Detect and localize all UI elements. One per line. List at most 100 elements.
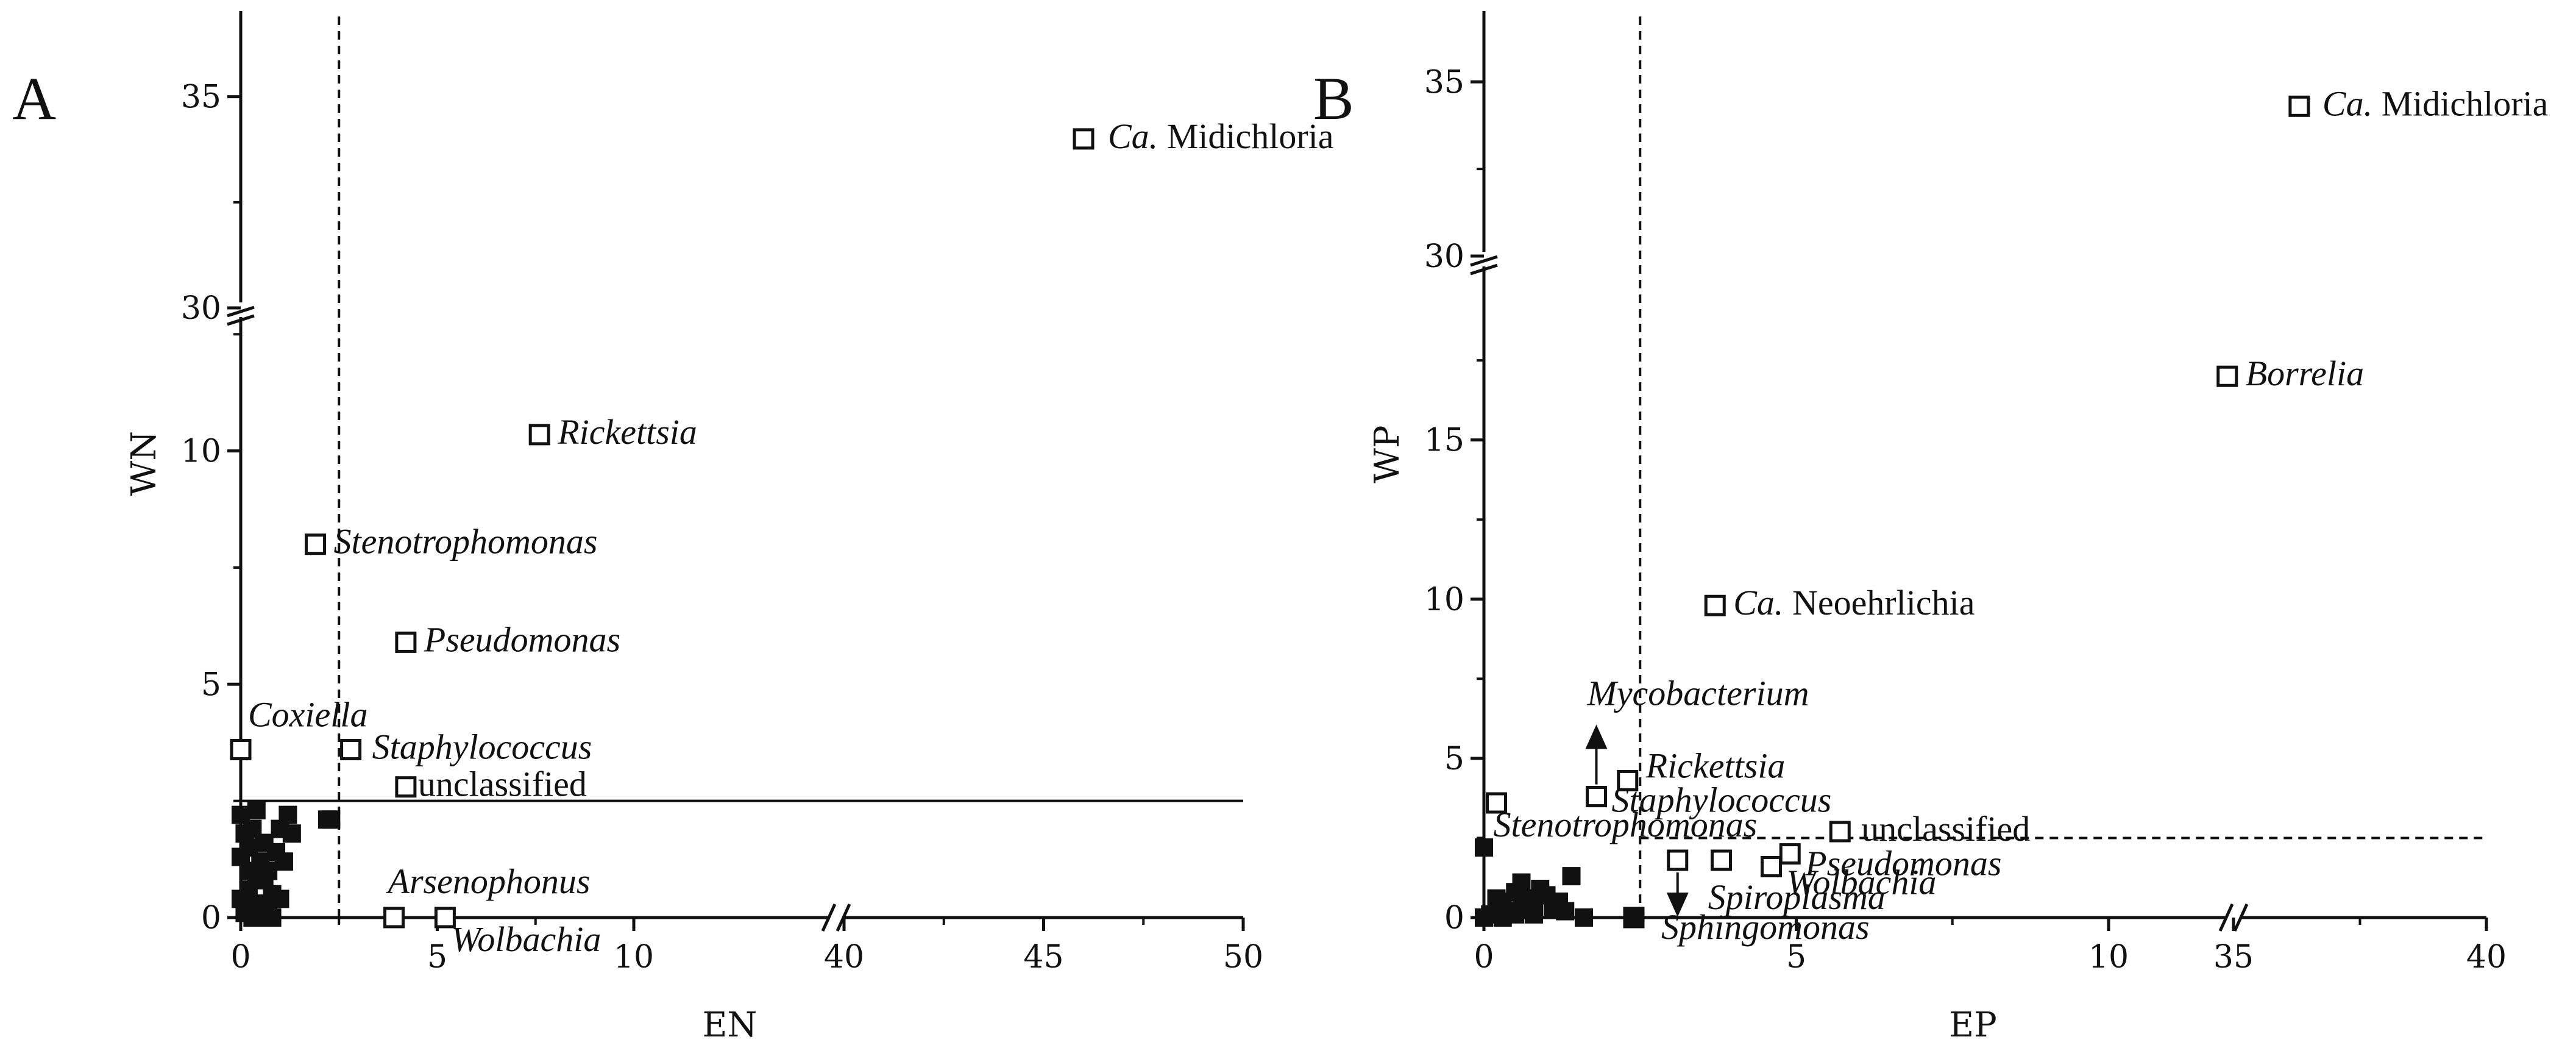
y-tick-label: 5 xyxy=(1444,741,1464,777)
x-tick-label: 40 xyxy=(2466,939,2507,975)
x-tick-label: 45 xyxy=(1023,939,1063,975)
label-coxiella: Coxiella xyxy=(248,694,368,734)
y-axis-break xyxy=(1470,255,1498,276)
label-spiroplasma: Spiroplasma xyxy=(1708,877,1886,917)
point-filled xyxy=(1475,838,1493,857)
y-axis-title: WN xyxy=(124,431,164,496)
label-wolbachia: Wolbachia xyxy=(451,919,601,959)
panel-letter: A xyxy=(12,65,56,132)
point-ca-midichloria xyxy=(2288,95,2310,117)
point-stenotrophomonas xyxy=(305,533,327,555)
point-filled xyxy=(1487,889,1506,908)
arrow-down-icon xyxy=(1666,893,1689,917)
point-unclassified xyxy=(1829,821,1851,843)
point-unclassified xyxy=(395,776,417,798)
arrow-up-icon xyxy=(1585,724,1608,749)
label-pseudomonas: Pseudomonas xyxy=(1804,844,2001,883)
point-filled xyxy=(232,847,250,866)
y-tick-label: 0 xyxy=(201,900,221,936)
y-tick-label: 10 xyxy=(181,433,221,470)
label-rest: Neoehrlichia xyxy=(1783,583,1975,622)
label-prefix: Ca. xyxy=(2322,84,2372,123)
point-sphingomonas xyxy=(1623,907,1645,929)
point-borrelia xyxy=(2216,365,2238,387)
y-tick-label: 30 xyxy=(1424,238,1464,275)
point-wolbachia xyxy=(1761,855,1782,877)
label-ca-midichloria: Ca. Midichloria xyxy=(2322,84,2549,123)
point-filled xyxy=(1525,905,1543,924)
panel-letter: B xyxy=(1313,65,1354,132)
x-tick-label: 50 xyxy=(1223,939,1263,975)
y-axis-break xyxy=(227,305,255,326)
label-rest: Midichloria xyxy=(1158,116,1333,156)
point-wolbachia xyxy=(434,907,456,929)
point-filled xyxy=(274,852,293,871)
panel-b: B 0 5 10 15 30 35 0 5 10 35 40 EP WP Ca. Midichloria Bo… xyxy=(1313,11,2548,1045)
y-tick-label: 5 xyxy=(201,666,221,703)
label-prefix: Ca. xyxy=(1108,116,1158,156)
label-stenotrophomonas: Stenotrophomonas xyxy=(334,522,598,562)
label-unclassified: unclassified xyxy=(418,765,587,804)
point-filled xyxy=(243,908,262,927)
point-filled xyxy=(1512,873,1531,892)
y-tick-label: 0 xyxy=(1444,900,1464,936)
point-filled xyxy=(282,824,301,843)
point-filled xyxy=(247,800,266,819)
x-tick-label: 10 xyxy=(2088,939,2129,975)
x-tick-label: 0 xyxy=(230,939,250,975)
point-filled xyxy=(232,890,250,908)
point-rickettsia xyxy=(528,424,550,446)
point-filled xyxy=(322,810,341,829)
label-rickettsia: Rickettsia xyxy=(1645,746,1786,785)
point-spiroplasma xyxy=(1667,849,1689,871)
label-mycobacterium: Mycobacterium xyxy=(1587,674,1809,713)
x-tick-label: 5 xyxy=(1786,939,1806,975)
label-prefix: Ca. xyxy=(1733,583,1783,622)
y-tick-label: 10 xyxy=(1424,582,1464,618)
label-staphylococcus: Staphylococcus xyxy=(1612,780,1832,820)
x-tick-label: 5 xyxy=(427,939,447,975)
y-tick-label: 15 xyxy=(1424,423,1464,459)
y-tick-label: 30 xyxy=(181,290,221,327)
point-filled xyxy=(255,833,274,852)
point-stenotrophomonas xyxy=(1486,792,1507,814)
point-filled xyxy=(247,866,266,885)
x-axis-title: EN xyxy=(703,1005,758,1045)
point-filled xyxy=(1575,908,1593,927)
label-ca-neoehrlichia: Ca. Neoehrlichia xyxy=(1733,583,1975,622)
point-rickettsia xyxy=(1617,769,1639,791)
point-filled xyxy=(279,805,297,824)
label-sphingomonas: Sphingomonas xyxy=(1661,907,1870,947)
point-filled xyxy=(1556,902,1575,921)
label-unclassified: unclassified xyxy=(1861,809,2030,849)
x-tick-label: 0 xyxy=(1474,939,1494,975)
point-pseudomonas xyxy=(1779,843,1801,865)
label-staphylococcus: Staphylococcus xyxy=(372,727,592,766)
y-tick-label: 35 xyxy=(181,79,221,116)
label-stenotrophomonas: Stenotrophomonas xyxy=(1494,805,1758,844)
point-ca-midichloria xyxy=(1073,128,1095,150)
x-tick-label: 35 xyxy=(2213,939,2254,975)
point-pseudomonas xyxy=(395,631,417,653)
label-arsenophonus: Arsenophonus xyxy=(386,861,591,901)
label-ca-midichloria: Ca. Midichloria xyxy=(1108,116,1334,156)
panel-a: A 0 5 10 30 35 0 5 10 40 45 50 EN WN Ca. Midichloria Ri… xyxy=(12,11,1334,1045)
label-pseudomonas: Pseudomonas xyxy=(424,619,620,659)
x-axis-break xyxy=(2218,903,2249,932)
x-axis-title: EP xyxy=(1949,1005,1997,1045)
point-staphylococcus xyxy=(340,738,362,760)
x-tick-label: 40 xyxy=(824,939,864,975)
point-open xyxy=(1711,849,1732,871)
y-tick-label: 35 xyxy=(1424,64,1464,101)
point-staphylococcus xyxy=(1586,786,1607,808)
label-rest: Midichloria xyxy=(2372,84,2548,123)
label-rickettsia: Rickettsia xyxy=(557,412,697,452)
y-axis-title: WP xyxy=(1368,425,1407,483)
point-filled xyxy=(1562,867,1581,886)
point-filled xyxy=(263,908,282,927)
label-borrelia: Borrelia xyxy=(2246,354,2364,393)
point-coxiella xyxy=(230,738,252,760)
label-wolbachia: Wolbachia xyxy=(1787,862,1937,902)
point-ca-neoehrlichia xyxy=(1704,594,1726,616)
